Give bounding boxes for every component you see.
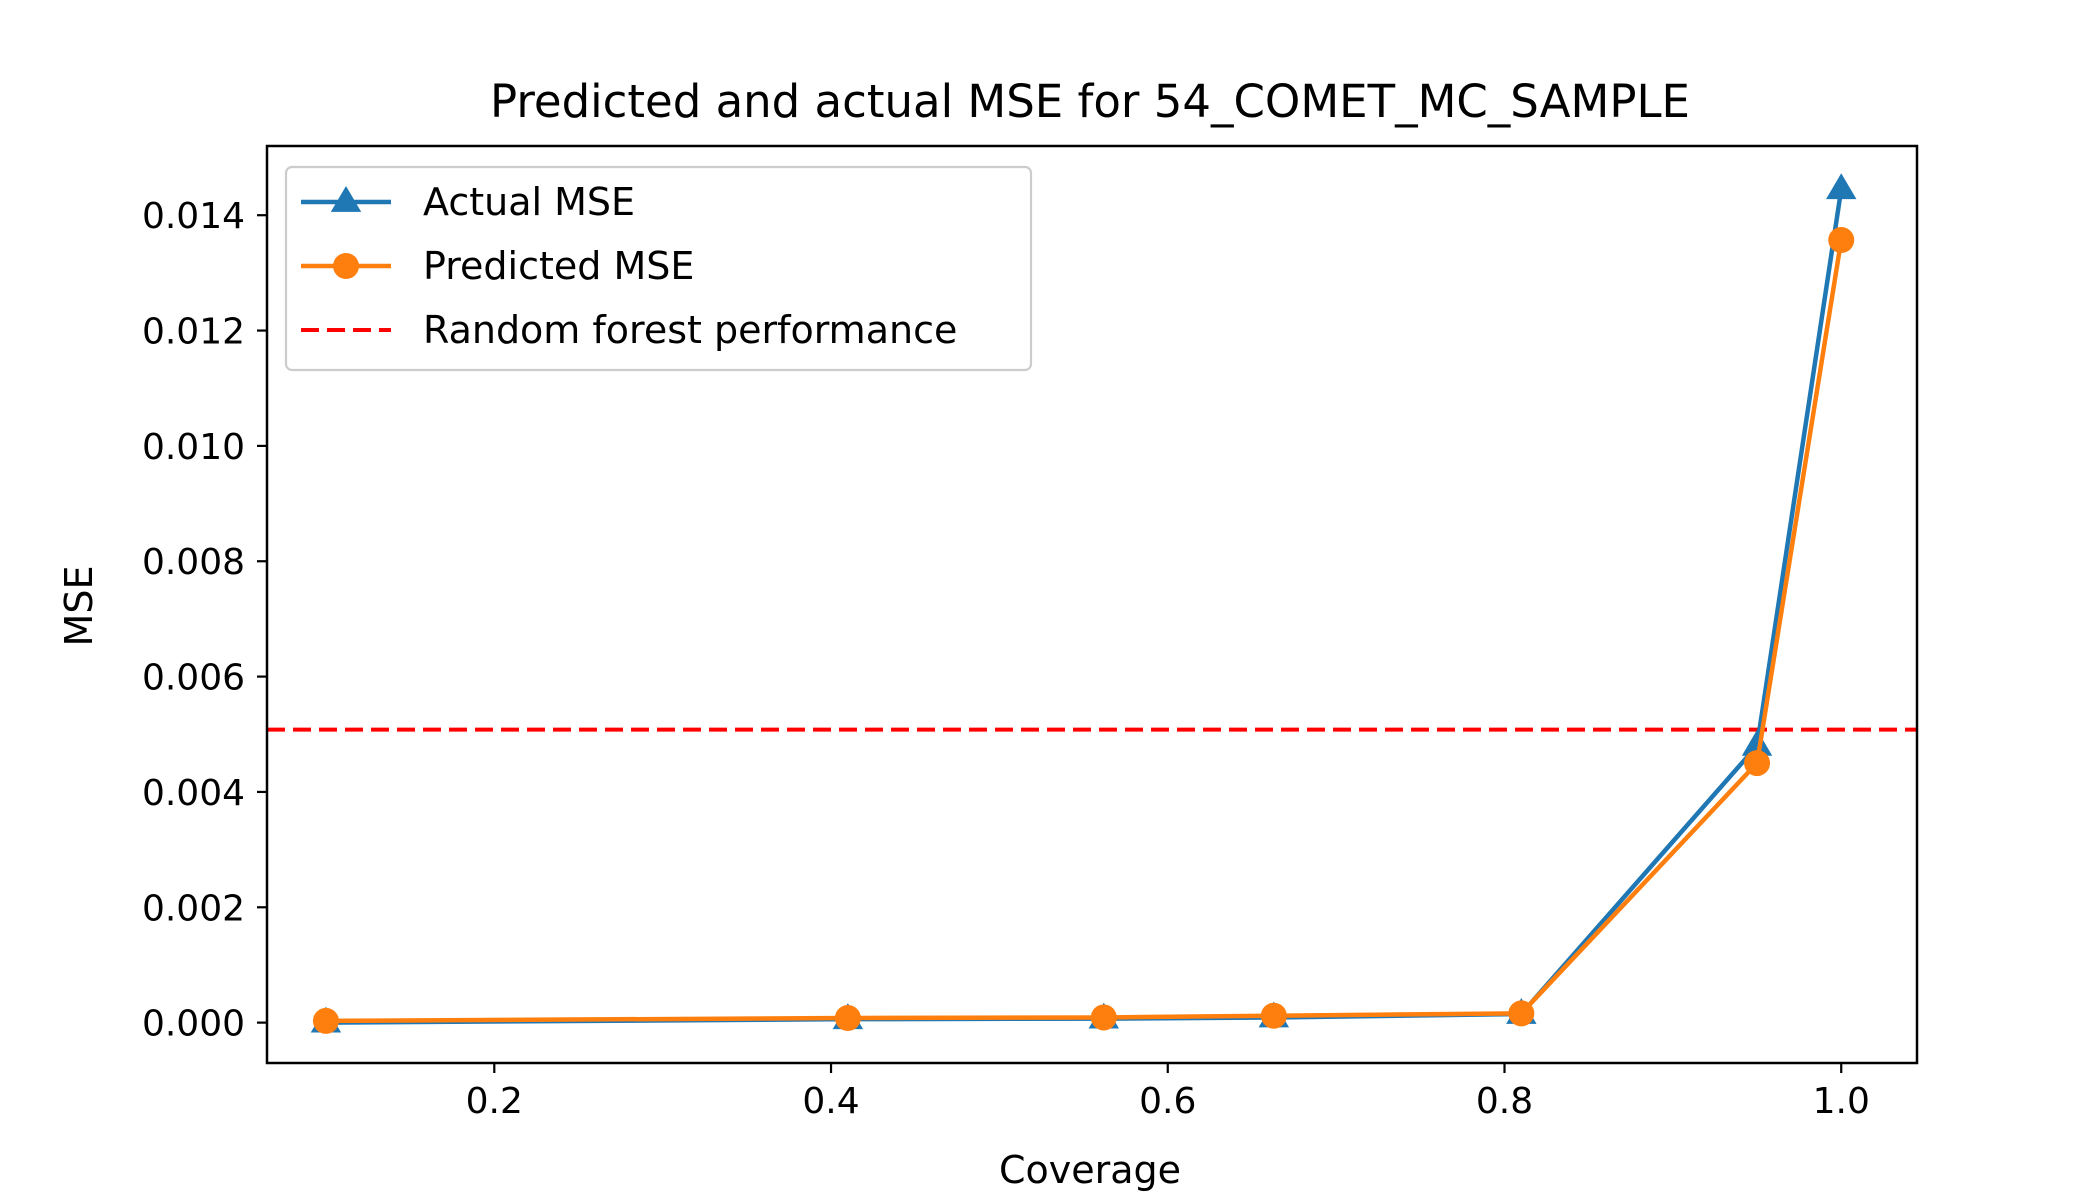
- x-tick-label: 0.8: [1476, 1081, 1533, 1122]
- data-point-predicted-mse: [1508, 1000, 1535, 1027]
- legend-box: [284, 165, 1033, 372]
- y-tick-label: 0.004: [142, 773, 245, 814]
- y-axis-ticks: 0.000 0.002 0.004 0.006 0.008 0.010 0.012 0.014: [142, 196, 267, 1045]
- legend-marker-actual-mse: [330, 186, 362, 212]
- x-tick-label: 0.4: [802, 1081, 859, 1122]
- x-tick-label: 1.0: [1813, 1081, 1870, 1122]
- data-point-actual-mse: [1741, 729, 1773, 756]
- y-tick-label: 0.008: [142, 542, 245, 583]
- legend-label-predicted-mse: Predicted MSE: [423, 244, 694, 288]
- y-tick-label: 0.012: [142, 312, 245, 353]
- y-tick-label: 0.014: [142, 196, 245, 237]
- data-point-actual-mse: [1826, 173, 1857, 200]
- y-axis-label: MSE: [57, 566, 101, 647]
- data-point-predicted-mse: [1090, 1004, 1117, 1031]
- data-point-predicted-mse: [312, 1007, 339, 1034]
- y-tick-label: 0.000: [142, 1004, 245, 1045]
- chart-title: Predicted and actual MSE for 54_COMET_MC…: [490, 75, 1690, 128]
- legend: Actual MSE Predicted MSE Random forest per…: [284, 165, 1033, 372]
- y-tick-label: 0.002: [142, 888, 245, 929]
- legend-label-random-forest-performance: Random forest performance: [423, 308, 957, 352]
- axes-frame: [265, 144, 1919, 1065]
- plot-content: [267, 173, 1917, 1034]
- x-tick-label: 0.6: [1139, 1081, 1196, 1122]
- x-axis-label: Coverage: [999, 1148, 1181, 1192]
- x-axis-ticks: 0.2 0.4 0.6 0.8 1.0: [466, 1063, 1870, 1122]
- legend-label-actual-mse: Actual MSE: [423, 180, 635, 224]
- legend-marker-predicted-mse: [333, 253, 359, 279]
- data-point-predicted-mse: [1828, 227, 1855, 254]
- y-tick-label: 0.010: [142, 427, 245, 468]
- data-point-predicted-mse: [834, 1005, 861, 1032]
- x-tick-label: 0.2: [466, 1081, 523, 1122]
- y-tick-label: 0.006: [142, 658, 245, 699]
- data-point-predicted-mse: [1744, 750, 1771, 777]
- data-point-predicted-mse: [1260, 1002, 1287, 1029]
